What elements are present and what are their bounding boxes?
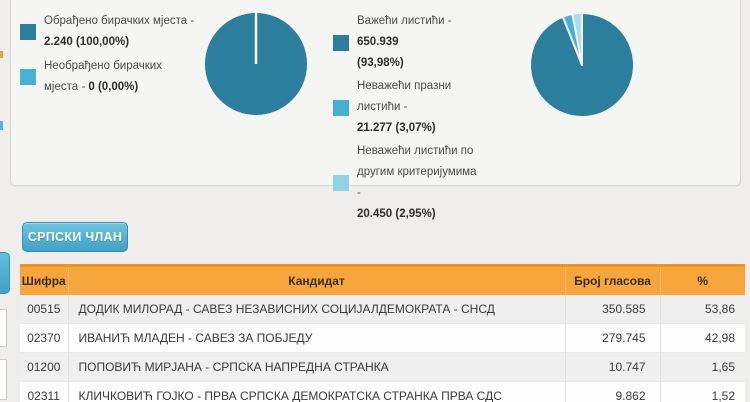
- cell-votes: 279.745: [565, 323, 661, 353]
- legend-label: Важећи листићи - 650.939 (93,98%): [357, 15, 452, 69]
- cell-votes: 9.862: [565, 381, 661, 402]
- processed-stations-pie-chart: [205, 13, 307, 115]
- cutoff-button-fragment-teal[interactable]: [0, 252, 10, 294]
- cutoff-button-fragment-white-1[interactable]: [0, 309, 7, 347]
- column-header: Број гласова: [565, 265, 661, 295]
- cell-percent: 1,52: [660, 381, 745, 402]
- table-row: 02370 ИВАНИЋ МЛАДЕН - САВЕЗ ЗА ПОБЈЕДУ 279…: [20, 323, 745, 353]
- cutoff-fragment-orange: [0, 51, 3, 58]
- cell-candidate: ПОПОВИЋ МИРЈАНА - СРПСКА НАПРЕДНА СТРАНК…: [68, 352, 566, 382]
- cell-candidate: ДОДИК МИЛОРАД - САВЕЗ НЕЗАВИСНИХ СОЦИЈАЛ…: [68, 295, 566, 324]
- legend-color-swatch: [333, 99, 349, 116]
- column-header: %: [660, 265, 745, 295]
- cell-code: 02311: [20, 381, 69, 402]
- column-header: Шифра: [20, 265, 69, 295]
- results-table-container: Шифра Кандидат Број гласова% 00515 ДОДИК МИ…: [20, 264, 745, 402]
- cutoff-button-fragment-white-2[interactable]: [0, 359, 7, 400]
- legend-label: Неважећи празни листићи -21.277 (3,07%): [357, 80, 452, 134]
- legend-item: Неважећи листићи по другим критеријумима …: [333, 141, 483, 225]
- column-header: Кандидат: [68, 265, 566, 295]
- cell-percent: 1,65: [660, 352, 745, 382]
- legend-item: Важећи листићи - 650.939 (93,98%): [333, 11, 483, 74]
- legend-color-swatch: [333, 175, 349, 191]
- table-row: 02311 КЛИЧКОВИЋ ГОЈКО - ПРВА СРПСКА ДЕМОК…: [20, 381, 745, 402]
- cell-percent: 53,86: [660, 295, 745, 324]
- legend-item: Неважећи празни листићи -21.277 (3,07%): [333, 76, 483, 139]
- cell-percent: 42,98: [660, 323, 745, 353]
- table-row: 01200 ПОПОВИЋ МИРЈАНА - СРПСКА НАПРЕДНА С…: [20, 352, 745, 382]
- cell-votes: 10.747: [565, 352, 661, 382]
- legend-item: Обрађено бирачких мјеста -2.240 (100,00%…: [20, 11, 205, 53]
- cell-votes: 350.585: [565, 295, 661, 324]
- legend-ballot-validity: Важећи листићи - 650.939 (93,98%) Неважећи…: [333, 11, 483, 227]
- cell-code: 01200: [20, 352, 69, 382]
- cell-code: 00515: [20, 295, 69, 324]
- serbian-member-button[interactable]: СРПСКИ ЧЛАН: [22, 222, 128, 252]
- results-table: Шифра Кандидат Број гласова% 00515 ДОДИК МИ…: [20, 264, 745, 402]
- legend-label: Неважећи листићи по другим критеријумима …: [357, 145, 477, 220]
- legend-label: Необрађено бирачких мјеста - 0 (0,00%): [44, 60, 162, 93]
- legend-color-swatch: [20, 69, 36, 85]
- cutoff-fragment-teal: [0, 121, 3, 130]
- cell-candidate: ИВАНИЋ МЛАДЕН - САВЕЗ ЗА ПОБЈЕДУ: [68, 323, 566, 353]
- cell-code: 02370: [20, 323, 69, 353]
- legend-label: Обрађено бирачких мјеста -2.240 (100,00%…: [44, 15, 195, 48]
- ballot-validity-pie-chart: [529, 12, 636, 118]
- results-table-header: Шифра Кандидат Број гласова%: [20, 265, 745, 295]
- legend-polling-stations: Обрађено бирачких мјеста -2.240 (100,00%…: [20, 11, 205, 101]
- legend-item: Необрађено бирачких мјеста - 0 (0,00%): [20, 56, 205, 98]
- legend-color-swatch: [333, 34, 349, 51]
- cell-candidate: КЛИЧКОВИЋ ГОЈКО - ПРВА СРПСКА ДЕМОКРАТСК…: [68, 381, 566, 402]
- legend-color-swatch: [20, 24, 36, 40]
- table-row: 00515 ДОДИК МИЛОРАД - САВЕЗ НЕЗАВИСНИХ СО…: [20, 295, 745, 324]
- pie-slice: [571, 12, 583, 66]
